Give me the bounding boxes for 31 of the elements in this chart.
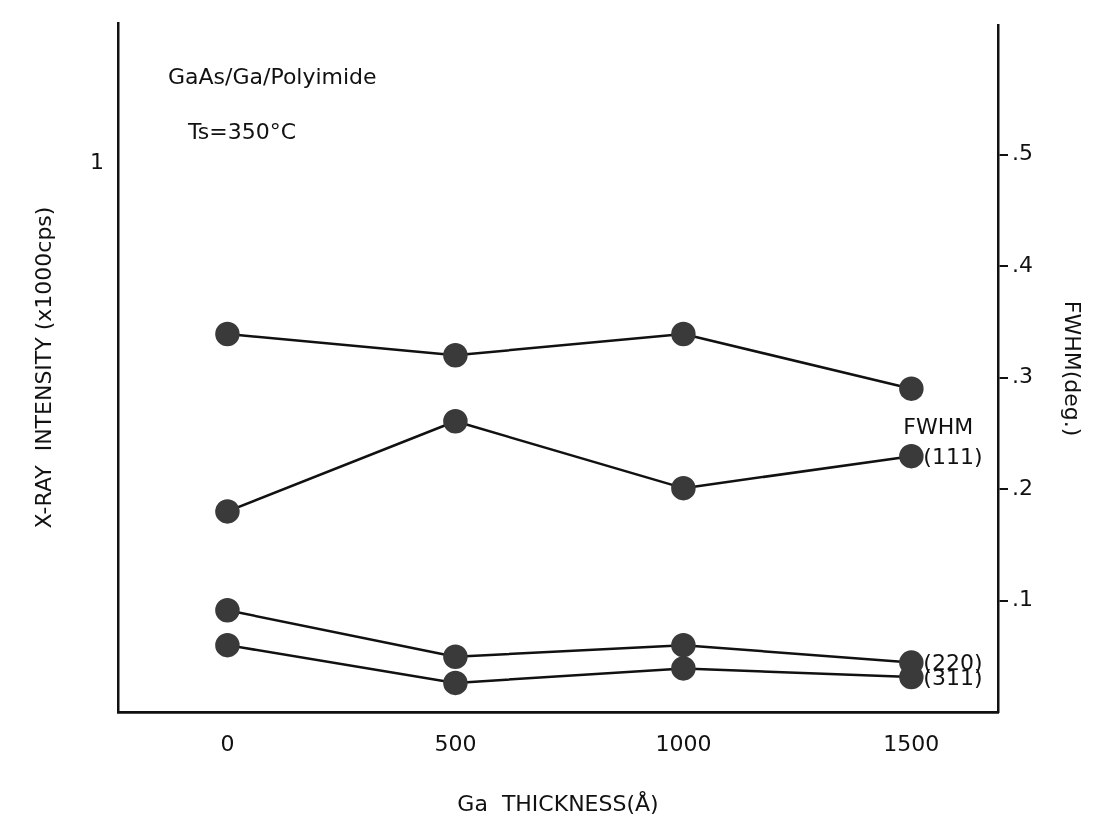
point xyxy=(215,598,240,623)
point xyxy=(443,409,468,434)
point xyxy=(671,475,696,501)
y-axis-title: FWHM(deg.) xyxy=(1060,300,1086,437)
x-axis-title: Ga THICKNESS(Å) xyxy=(457,789,659,816)
y-tick-label: .1 xyxy=(1012,586,1033,612)
text: 1 xyxy=(90,148,104,174)
series-label: FWHM xyxy=(903,414,974,440)
point xyxy=(899,443,924,469)
x-tick-label: 1000 xyxy=(655,730,712,756)
y-axis-title: X-RAY INTENSITY (x1000cps) xyxy=(30,206,56,529)
point xyxy=(215,321,240,347)
y-tick-label: .5 xyxy=(1012,140,1033,166)
annotation: Ts=350°C xyxy=(187,118,297,144)
point xyxy=(215,499,240,524)
point xyxy=(671,632,696,658)
annotation: GaAs/Ga/Polyimide xyxy=(168,63,377,89)
point xyxy=(443,670,468,696)
y-tick-label: .2 xyxy=(1012,474,1033,500)
point xyxy=(215,632,240,658)
y-tick-label: .4 xyxy=(1012,251,1033,277)
series-label: (111) xyxy=(923,443,983,469)
x-tick-label: 0 xyxy=(220,730,235,756)
point xyxy=(671,321,696,347)
point xyxy=(671,656,696,681)
point xyxy=(443,342,468,368)
x-tick-label: 1500 xyxy=(883,730,940,756)
point xyxy=(443,644,468,670)
y-tick-label: .3 xyxy=(1012,363,1033,389)
x-tick-label: 500 xyxy=(434,730,477,756)
point xyxy=(899,376,924,401)
